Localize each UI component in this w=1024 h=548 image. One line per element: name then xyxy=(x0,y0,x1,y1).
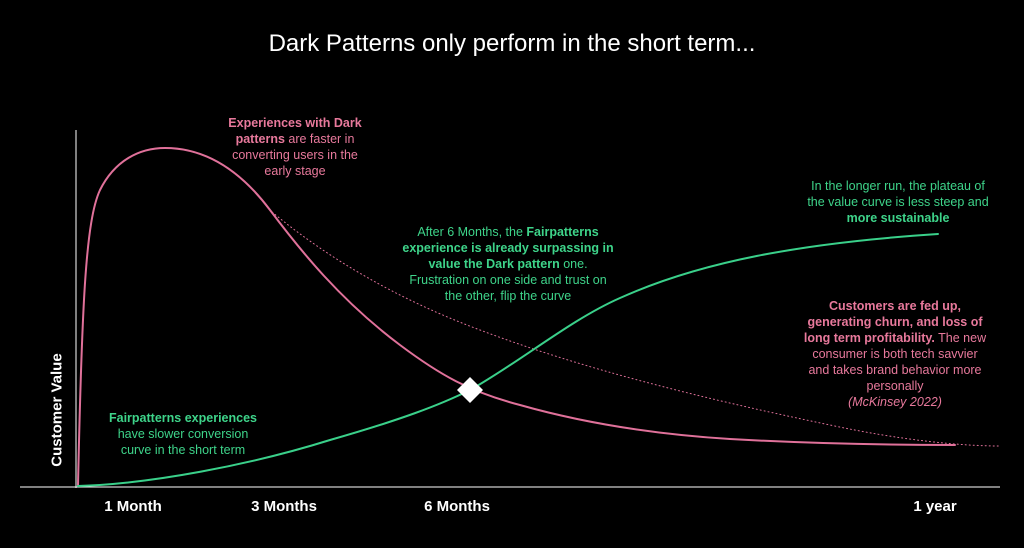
dark-early-text-3: early stage xyxy=(264,164,326,178)
y-axis-label: Customer Value xyxy=(48,353,66,467)
six-months-p3: Frustration on one side and trust on xyxy=(409,273,607,287)
dark-pattern-dotted-curve xyxy=(271,211,1001,447)
dark-early-text-1: are faster in xyxy=(284,132,355,146)
fed-up-p4: personally xyxy=(866,379,924,393)
crossover-diamond-marker xyxy=(457,377,483,403)
x-tick-6-months: 6 Months xyxy=(424,498,490,515)
fed-up-p2: consumer is both tech savvier xyxy=(812,347,978,361)
dark-early-bold-1: Experiences with Dark xyxy=(228,116,362,130)
six-months-p2: one. xyxy=(559,257,588,271)
dark-pattern-curve xyxy=(77,146,956,486)
six-months-b2: experience is already surpassing in xyxy=(402,241,614,255)
fair-early-bold: Fairpatterns experiences xyxy=(109,411,257,425)
fed-up-b1: Customers are fed up, xyxy=(829,299,961,313)
curves-layer xyxy=(77,146,1001,487)
annotation-six-months: After 6 Months, the Fairpatterns experie… xyxy=(388,224,628,304)
annotation-fair-early: Fairpatterns experiences have slower con… xyxy=(88,410,278,458)
six-months-b1: Fairpatterns xyxy=(526,225,599,239)
chart-title: Dark Patterns only perform in the short … xyxy=(268,30,756,57)
six-months-p1: After 6 Months, the xyxy=(417,225,527,239)
x-tick-3-months: 3 Months xyxy=(251,498,317,515)
fed-up-citation: (McKinsey 2022) xyxy=(848,395,942,409)
fed-up-b2: generating churn, and loss of xyxy=(807,315,983,329)
fed-up-b3: long term profitability. xyxy=(803,331,935,345)
fed-up-p3: and takes brand behavior more xyxy=(808,363,982,377)
fed-up-p1: The new xyxy=(934,331,987,345)
longer-run-l2: the value curve is less steep and xyxy=(807,195,989,209)
x-tick-1-year: 1 year xyxy=(913,498,957,515)
dark-early-text-2: converting users in the xyxy=(232,148,358,162)
fair-early-line3: curve in the short term xyxy=(120,443,246,457)
annotation-longer-run: In the longer run, the plateau of the va… xyxy=(788,178,1008,226)
longer-run-l1: In the longer run, the plateau of xyxy=(811,179,985,193)
fair-early-line2: have slower conversion xyxy=(117,427,249,441)
dark-early-bold-2: patterns xyxy=(235,132,285,146)
x-tick-1-month: 1 Month xyxy=(104,498,162,515)
annotation-fed-up: Customers are fed up, generating churn, … xyxy=(782,298,1008,410)
six-months-p4: the other, flip the curve xyxy=(444,289,572,303)
longer-run-bold: more sustainable xyxy=(846,211,950,225)
annotation-dark-early: Experiences with Dark patterns are faste… xyxy=(210,115,380,179)
six-months-b3: value the Dark pattern xyxy=(428,257,560,271)
